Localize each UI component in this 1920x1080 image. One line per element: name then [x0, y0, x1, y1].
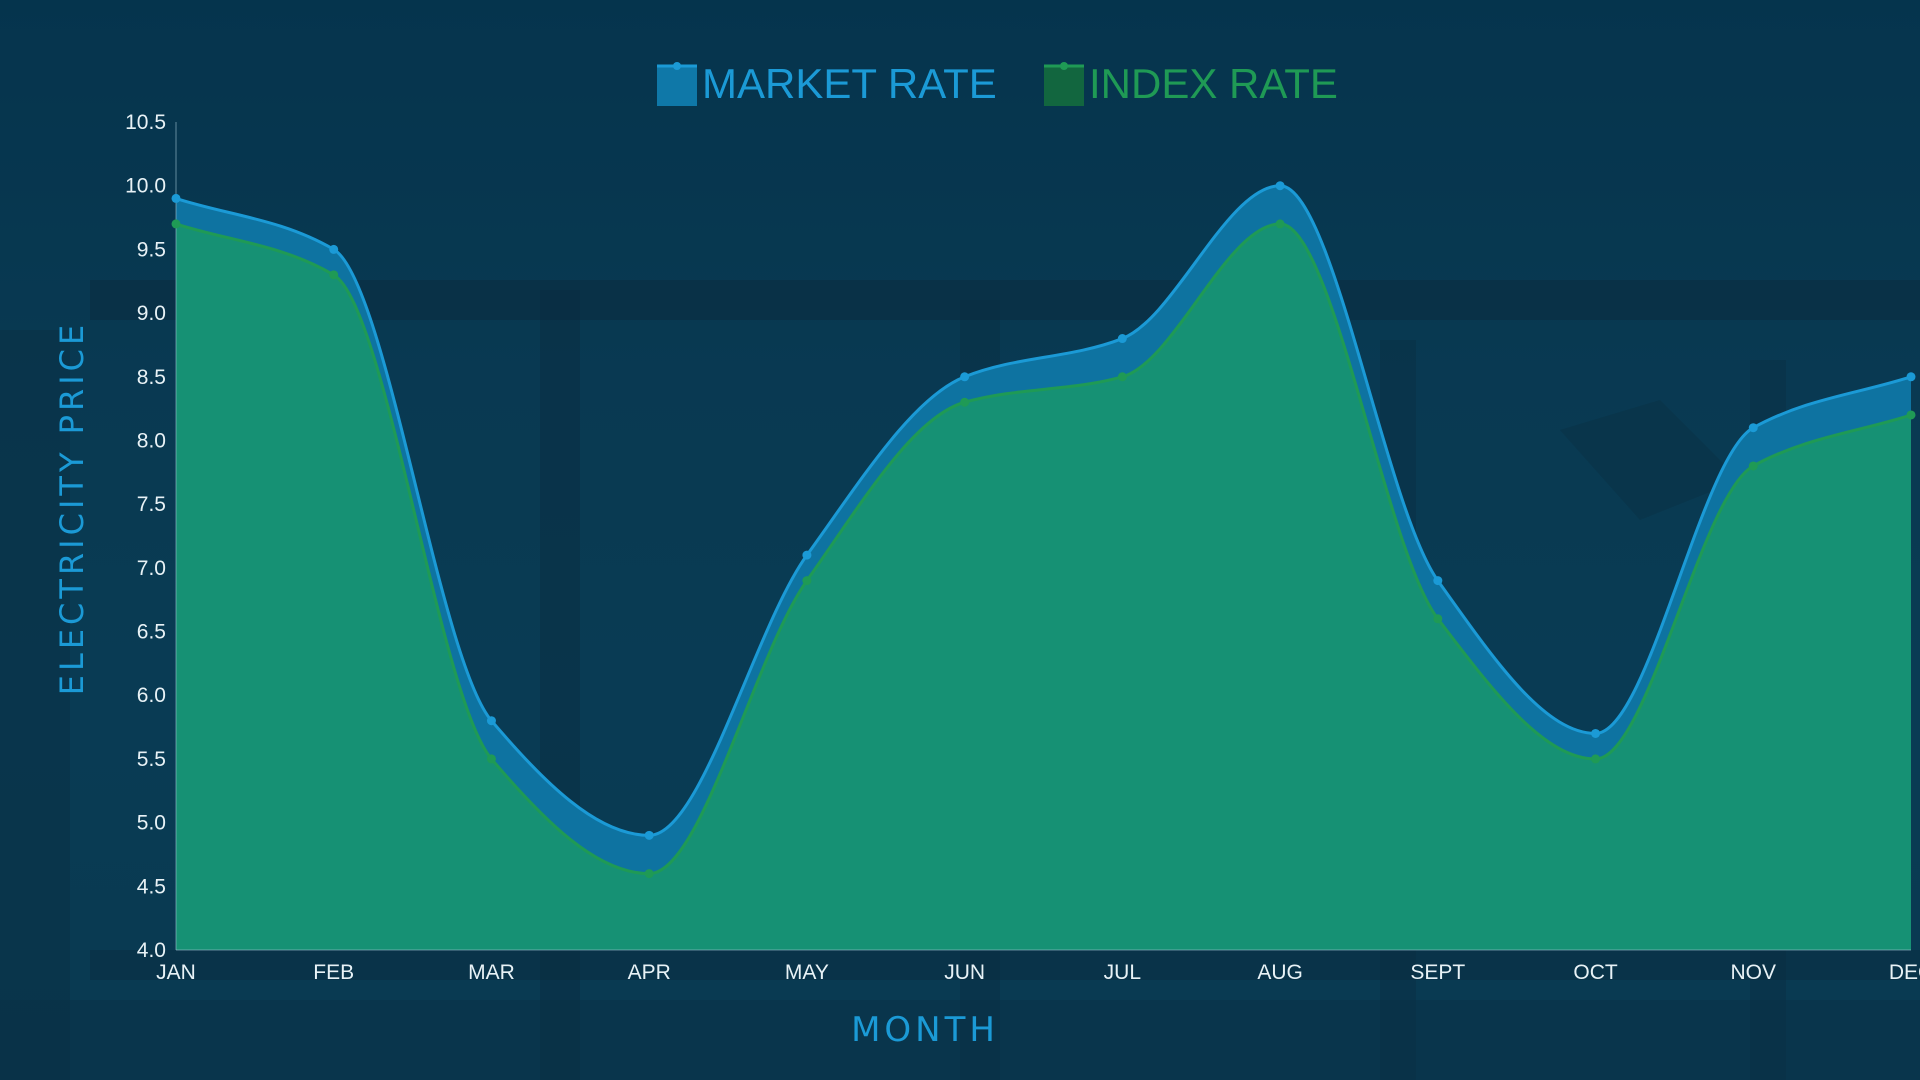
- y-tick-label: 9.0: [137, 302, 166, 325]
- y-tick-label: 9.5: [137, 238, 166, 261]
- line-market-rate: [175, 184, 1912, 837]
- point-index-rate-apr: [644, 869, 654, 879]
- point-market-rate-jun: [960, 372, 970, 382]
- y-tick-label: 5.5: [137, 748, 166, 771]
- line-index-rate: [175, 222, 1912, 876]
- x-axis-title: MONTH: [851, 1010, 999, 1050]
- point-market-rate-nov: [1748, 423, 1758, 433]
- legend-label-index-rate: INDEX RATE: [1089, 60, 1338, 107]
- x-tick-label: JAN: [156, 961, 196, 984]
- x-tick-label: APR: [628, 961, 671, 984]
- series-areas: [175, 184, 1912, 950]
- x-tick-label: MAR: [468, 961, 515, 984]
- x-tick-label: JUL: [1104, 961, 1141, 984]
- point-index-rate-feb: [329, 270, 339, 280]
- x-tick-label: FEB: [313, 961, 354, 984]
- legend: MARKET RATE INDEX RATE: [0, 0, 1920, 130]
- y-tick-label: 7.5: [137, 493, 166, 516]
- area-index-rate: [176, 223, 1911, 950]
- point-market-rate-jul: [1117, 334, 1127, 344]
- x-tick-label: NOV: [1731, 961, 1777, 984]
- point-index-rate-jan: [171, 219, 181, 229]
- y-tick-label: 8.0: [137, 429, 166, 452]
- point-index-rate-mar: [486, 754, 496, 764]
- y-tick-label: 10.0: [125, 175, 166, 198]
- y-tick-label: 5.0: [137, 812, 166, 835]
- point-market-rate-aug: [1275, 181, 1285, 191]
- point-market-rate-may: [802, 550, 812, 560]
- x-tick-label: AUG: [1257, 961, 1303, 984]
- y-tick-label: 6.5: [137, 621, 166, 644]
- point-market-rate-oct: [1591, 728, 1601, 738]
- point-index-rate-nov: [1748, 461, 1758, 471]
- tick-labels: 4.0 4.5 5.0 5.5 6.0 6.5 7.0 7.5 8.0 8.5 9.0 9.5 10.0…: [125, 111, 1920, 984]
- point-index-rate-dec: [1906, 410, 1916, 420]
- point-market-rate-dec: [1906, 372, 1916, 382]
- point-market-rate-mar: [486, 716, 496, 726]
- x-tick-label: OCT: [1573, 961, 1618, 984]
- y-tick-label: 10.5: [125, 111, 166, 134]
- legend-label-market-rate: MARKET RATE: [702, 60, 997, 107]
- data-points: [171, 181, 1916, 879]
- point-market-rate-apr: [644, 830, 654, 840]
- point-market-rate-feb: [329, 244, 339, 254]
- y-tick-label: 4.5: [137, 875, 166, 898]
- point-index-rate-jun: [960, 397, 970, 407]
- y-tick-label: 6.0: [137, 684, 166, 707]
- legend-swatch-index-rate: [1044, 62, 1084, 106]
- y-tick-label: 8.5: [137, 366, 166, 389]
- x-tick-label: DEC: [1889, 961, 1920, 984]
- point-market-rate-sept: [1433, 576, 1443, 586]
- y-tick-label: 4.0: [137, 939, 166, 962]
- legend-swatch-market-rate: [657, 62, 697, 106]
- point-index-rate-jul: [1117, 372, 1127, 382]
- x-tick-label: JUN: [944, 961, 985, 984]
- point-index-rate-may: [802, 576, 812, 586]
- point-market-rate-jan: [171, 193, 181, 203]
- x-tick-label: SEPT: [1410, 961, 1465, 984]
- x-tick-label: MAY: [785, 961, 829, 984]
- point-index-rate-oct: [1591, 754, 1601, 764]
- point-index-rate-sept: [1433, 614, 1443, 624]
- y-tick-label: 7.0: [137, 557, 166, 580]
- axes: [175, 122, 1911, 951]
- point-index-rate-aug: [1275, 219, 1285, 229]
